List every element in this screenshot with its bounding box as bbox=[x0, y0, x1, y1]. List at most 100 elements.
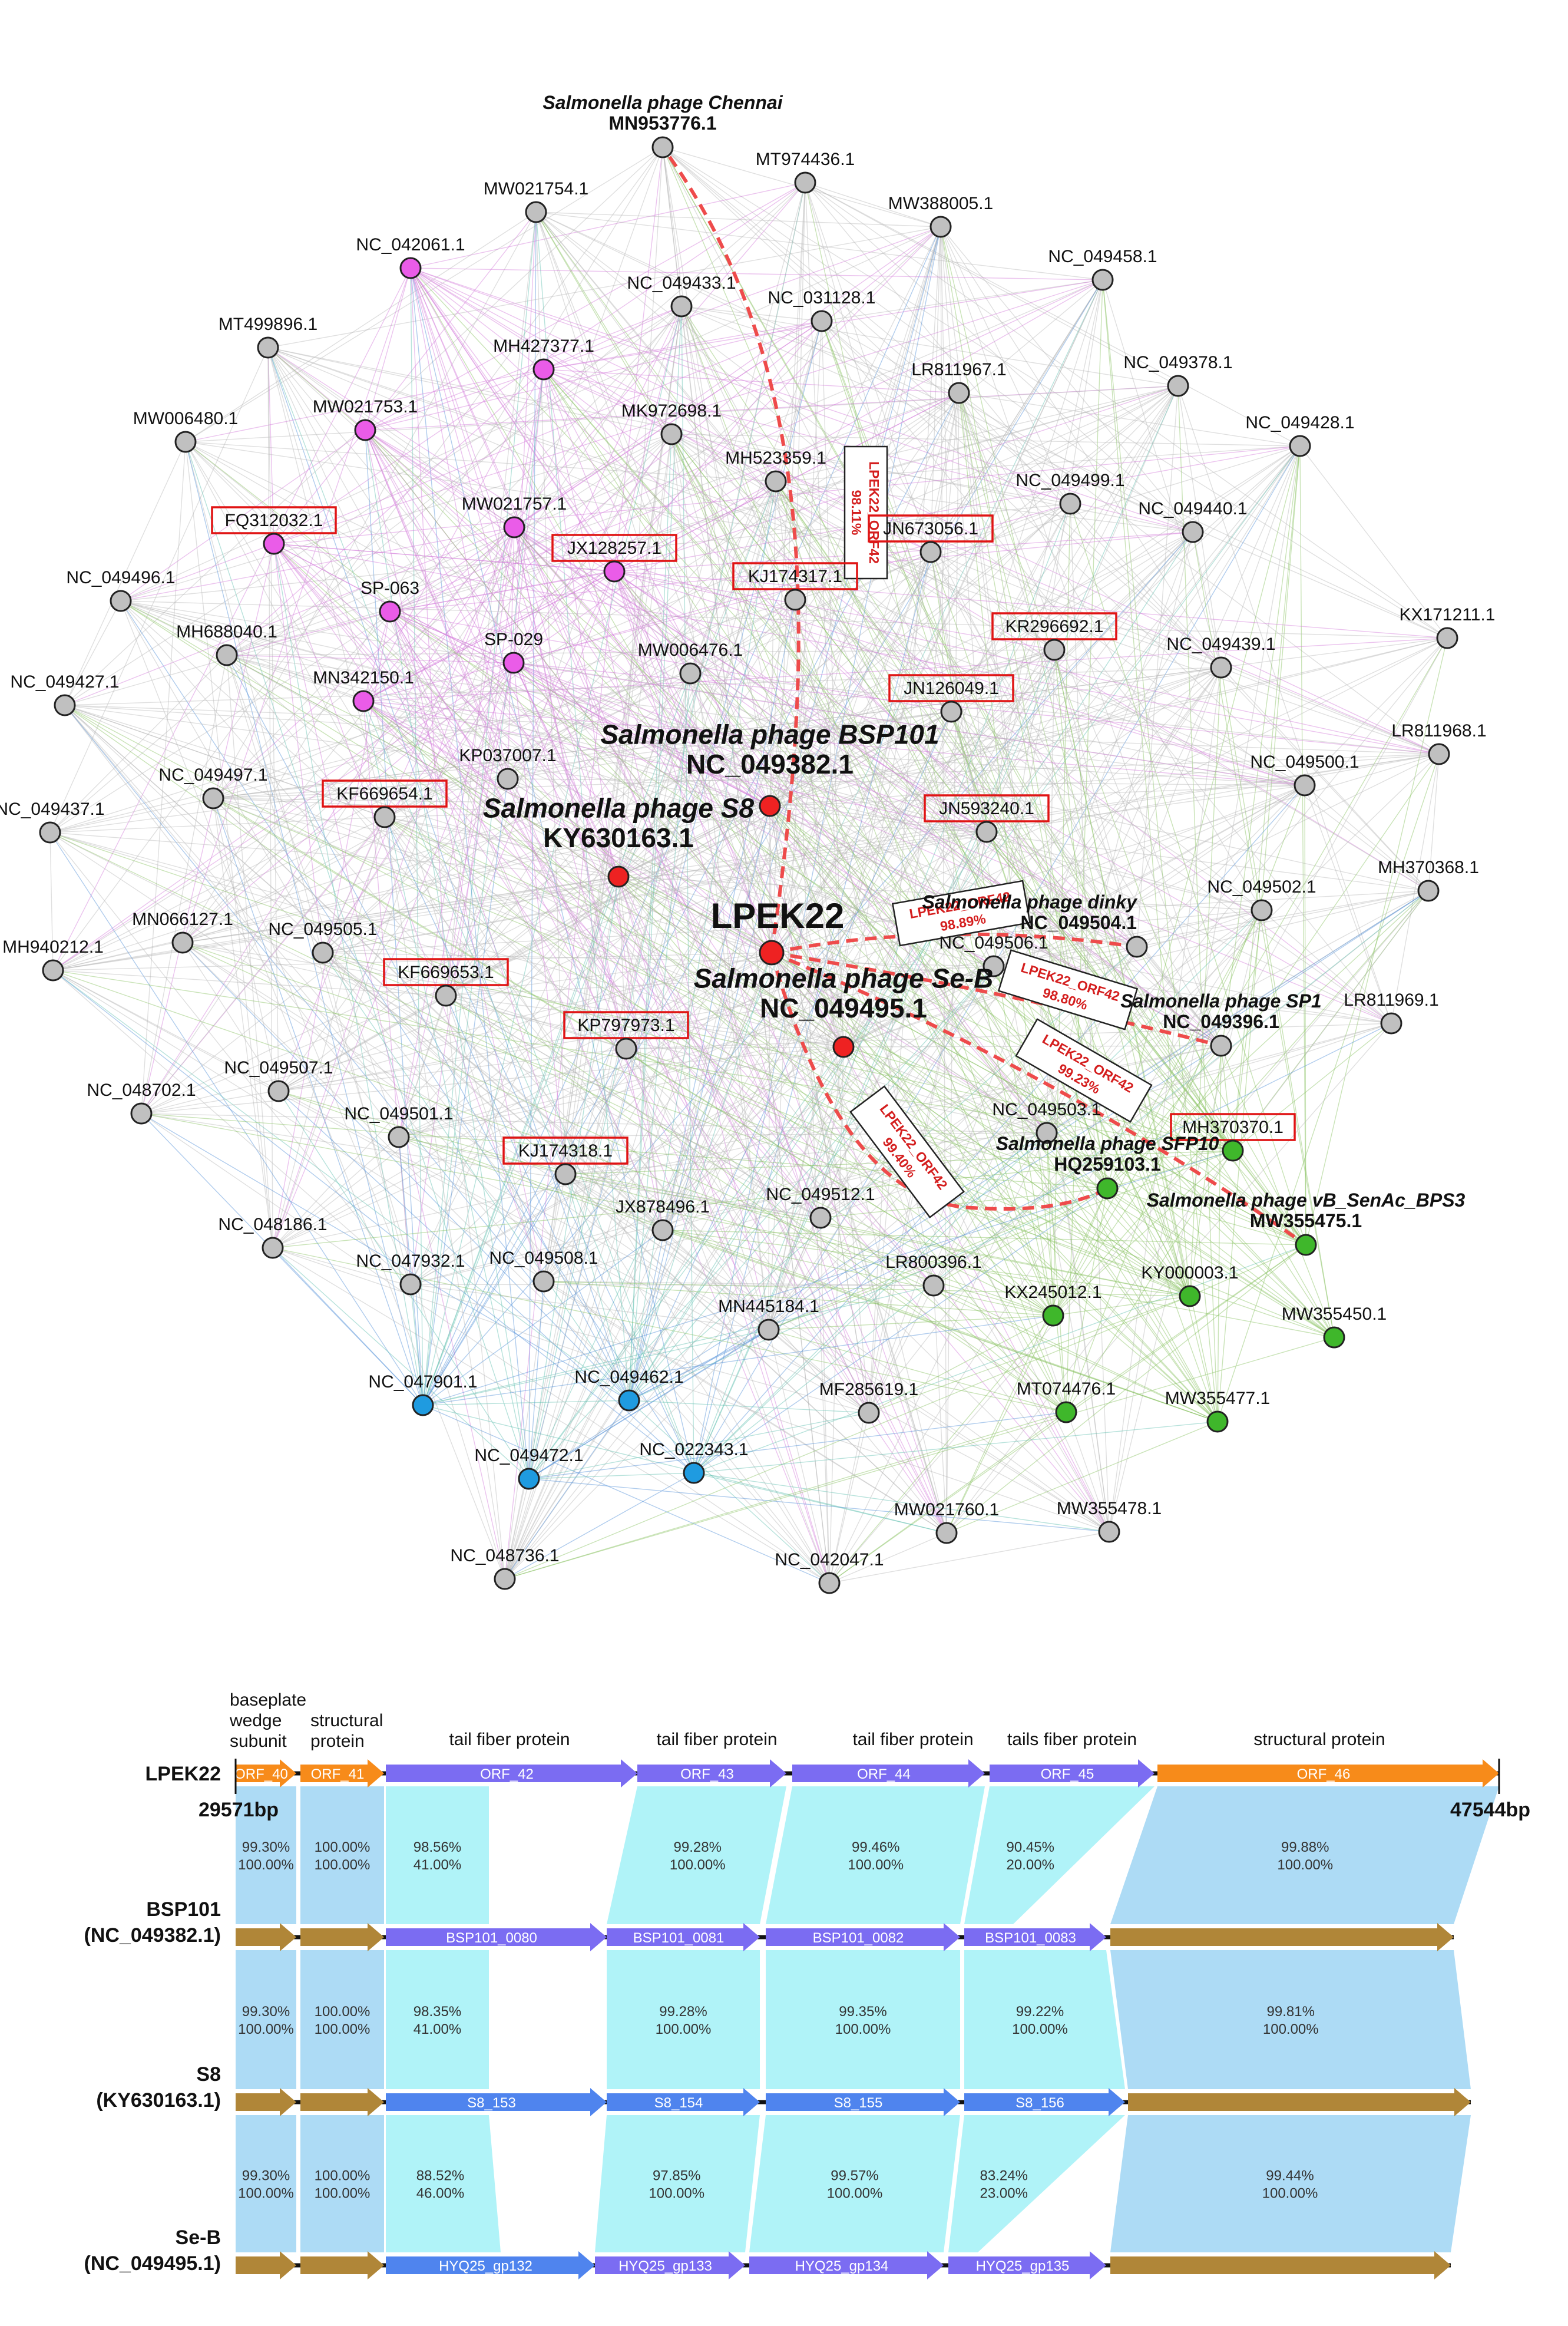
network-edge bbox=[771, 392, 960, 953]
node-label: JN673056.1 bbox=[883, 519, 978, 538]
network-edge bbox=[1220, 445, 1301, 668]
network-edge bbox=[363, 701, 1054, 1316]
network-edge bbox=[1107, 1188, 1335, 1338]
network-edge bbox=[775, 481, 1233, 1151]
network-edge bbox=[445, 995, 627, 1049]
network-edge bbox=[513, 306, 682, 663]
network-edge bbox=[363, 481, 776, 702]
network-edge bbox=[771, 952, 1190, 1297]
identity-value: 99.22% bbox=[1016, 2004, 1064, 2020]
network-edge bbox=[565, 876, 619, 1175]
network-edge bbox=[628, 599, 796, 1401]
network-edge bbox=[775, 481, 1054, 1316]
network-edge bbox=[504, 481, 776, 1580]
network-edge bbox=[681, 306, 830, 1584]
network-edge bbox=[946, 1421, 1218, 1534]
network-edge bbox=[671, 434, 1137, 947]
network-edge bbox=[662, 147, 772, 953]
network-node bbox=[1210, 1035, 1232, 1057]
network-edge bbox=[618, 599, 796, 877]
identity-value: 99.30% bbox=[242, 1839, 290, 1855]
network-edge bbox=[49, 832, 1047, 1134]
network-edge bbox=[322, 754, 1440, 953]
node-label: NC_049440.1 bbox=[1138, 499, 1247, 518]
network-edge bbox=[141, 1113, 1335, 1338]
network-edge bbox=[213, 798, 772, 953]
network-edge bbox=[513, 662, 1305, 786]
network-edge bbox=[769, 805, 844, 1048]
network-edge bbox=[272, 531, 1193, 1248]
network-edge bbox=[1304, 785, 1429, 891]
network-edge bbox=[389, 611, 566, 1175]
network-edge bbox=[389, 392, 960, 612]
network-edge bbox=[829, 1412, 1067, 1584]
gene-arrow bbox=[990, 1759, 1155, 1788]
network-edge bbox=[185, 147, 663, 442]
gene-arrow bbox=[792, 1759, 985, 1788]
network-edge bbox=[120, 543, 274, 602]
network-edge bbox=[771, 711, 952, 953]
network-edge bbox=[769, 805, 1218, 1422]
network-edge bbox=[141, 711, 952, 1114]
network-edge bbox=[543, 531, 1193, 1282]
network-edge bbox=[504, 182, 806, 1580]
network-edge bbox=[805, 182, 1448, 639]
synteny-band bbox=[236, 1786, 296, 1924]
network-node bbox=[1055, 1401, 1077, 1423]
network-node bbox=[267, 1080, 290, 1102]
network-edge bbox=[64, 705, 987, 832]
network-node bbox=[1059, 493, 1081, 515]
network-node bbox=[388, 1126, 410, 1148]
network-edge bbox=[445, 503, 1071, 996]
network-edge bbox=[363, 701, 1218, 1422]
network-edge bbox=[49, 832, 1054, 1316]
network-edge bbox=[1054, 649, 1190, 1297]
network-edge bbox=[933, 1188, 1108, 1286]
network-edge bbox=[363, 701, 1190, 1297]
gene-label: HYQ25_gp135 bbox=[976, 2258, 1070, 2274]
network-edge bbox=[141, 1113, 821, 1218]
network-edge bbox=[958, 392, 1301, 447]
network-edge bbox=[141, 952, 772, 1114]
network-edge bbox=[273, 543, 1222, 1046]
network-node bbox=[494, 1568, 516, 1590]
network-node bbox=[1436, 627, 1458, 649]
network-edge bbox=[535, 212, 1108, 1189]
network-node bbox=[935, 1522, 958, 1544]
network-edge bbox=[384, 817, 1392, 1024]
identity-value: 97.85% bbox=[653, 2168, 700, 2184]
network-edge bbox=[141, 946, 1137, 1114]
network-edge bbox=[507, 571, 615, 779]
network-edge bbox=[662, 147, 1193, 533]
network-edge bbox=[52, 876, 619, 971]
network-edge bbox=[365, 182, 806, 431]
genome-accession: (NC_049382.1) bbox=[84, 1924, 221, 1947]
network-edge bbox=[272, 1247, 869, 1413]
network-edge bbox=[389, 279, 1103, 612]
network-edge bbox=[363, 701, 508, 779]
network-edge bbox=[618, 876, 663, 1231]
network-edge bbox=[930, 551, 1137, 947]
network-node bbox=[1210, 656, 1232, 679]
network-edge bbox=[681, 306, 994, 967]
network-edge bbox=[363, 226, 941, 702]
network-edge bbox=[958, 392, 1233, 1151]
network-edge bbox=[768, 1329, 1067, 1413]
genome-name: BSP101 bbox=[146, 1898, 221, 1921]
node-label: KX245012.1 bbox=[1004, 1283, 1101, 1302]
network-edge bbox=[614, 571, 987, 832]
network-edge bbox=[64, 705, 1067, 1413]
network-edge bbox=[410, 267, 694, 1473]
network-edge bbox=[958, 392, 1262, 911]
network-edge bbox=[795, 599, 1047, 1134]
network-edge bbox=[49, 832, 844, 1048]
network-edge bbox=[565, 1174, 947, 1534]
network-edge bbox=[213, 434, 672, 799]
network-edge bbox=[771, 952, 947, 1534]
network-edge bbox=[398, 785, 1305, 1138]
network-edge bbox=[930, 551, 987, 832]
gene-label: S8_155 bbox=[834, 2095, 883, 2111]
network-edge bbox=[213, 798, 987, 832]
network-edge bbox=[614, 147, 663, 572]
network-edge bbox=[829, 1531, 1110, 1584]
